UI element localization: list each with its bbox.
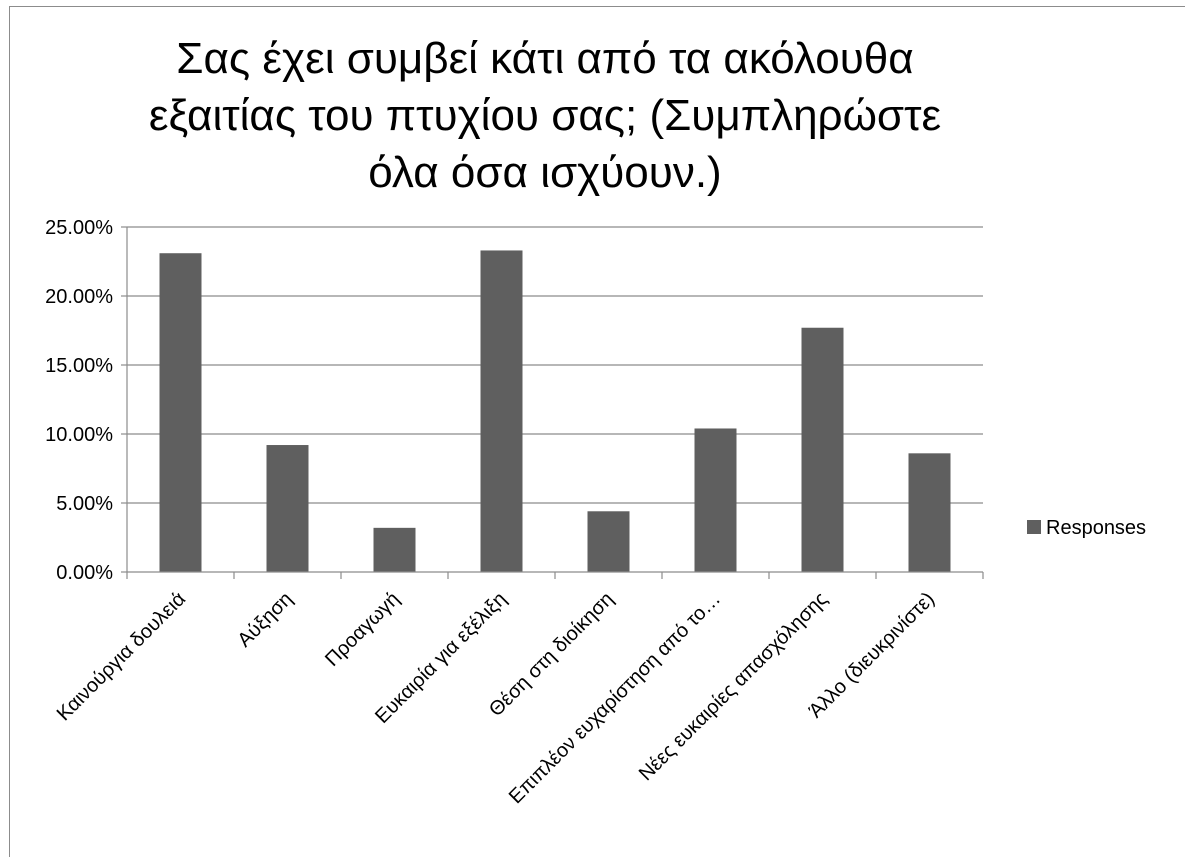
y-tick-label: 10.00% xyxy=(45,424,113,446)
x-category-label: Αύξηση xyxy=(234,588,298,652)
bar xyxy=(694,428,737,572)
legend-swatch xyxy=(1027,520,1041,534)
chart-title-line-1: Σας έχει συμβεί κάτι από τα ακόλουθα xyxy=(176,34,914,83)
y-tick-label: 20.00% xyxy=(45,286,113,308)
bar xyxy=(587,511,630,572)
chart-title: Σας έχει συμβεί κάτι από τα ακόλουθα εξα… xyxy=(120,30,970,201)
y-tick-label: 25.00% xyxy=(45,217,113,239)
x-category-label: Προαγωγή xyxy=(321,588,404,671)
bar xyxy=(801,327,844,572)
x-category-label: Καινούργια δουλειά xyxy=(53,588,190,725)
bar xyxy=(373,527,416,572)
y-tick-label: 15.00% xyxy=(45,355,113,377)
y-tick-label: 0.00% xyxy=(56,562,113,584)
y-tick-labels: 0.00% 5.00% 10.00% 15.00% 20.00% 25.00% xyxy=(45,217,113,584)
chart-title-line-3: όλα όσα ισχύουν.) xyxy=(368,148,722,197)
x-category-labels: Καινούργια δουλειά Αύξηση ΠροαγωγήΕυκαιρία… xyxy=(53,588,939,808)
bars xyxy=(159,250,951,572)
legend: Responses xyxy=(1027,517,1146,539)
bar xyxy=(266,445,309,572)
chart-title-line-2: εξαιτίας του πτυχίου σας; (Συμπληρώστε xyxy=(148,91,942,140)
chart-frame xyxy=(9,6,1185,857)
bar xyxy=(480,250,523,572)
legend-label: Responses xyxy=(1046,517,1146,539)
x-category-label: Επιπλέον ευχαρίστηση από το… xyxy=(505,588,725,808)
gridlines xyxy=(121,226,983,573)
bar xyxy=(908,453,951,572)
x-category-label: Νέες ευκαιρίες απασχόλησης xyxy=(635,588,832,785)
y-tick-label: 5.00% xyxy=(56,493,113,515)
axes xyxy=(126,227,984,579)
bar xyxy=(159,253,202,572)
